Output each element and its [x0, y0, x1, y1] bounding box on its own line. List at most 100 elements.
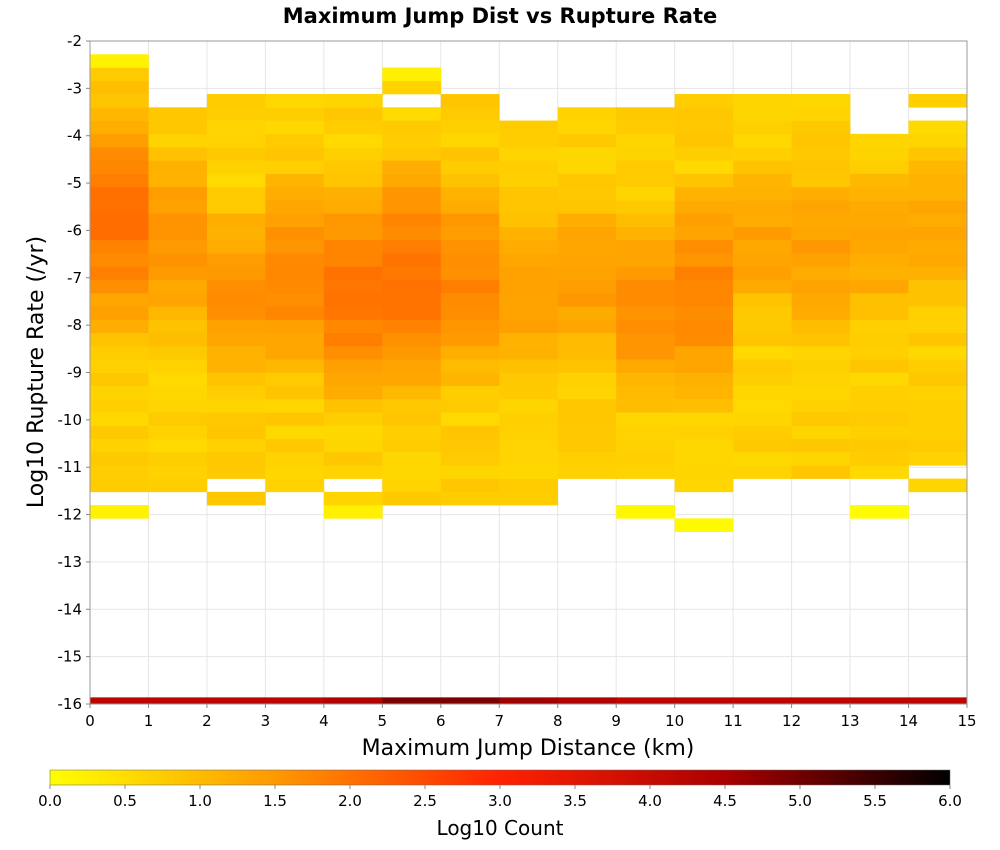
heatmap-cell — [791, 372, 851, 387]
colorbar — [49, 769, 951, 786]
heatmap-cell — [148, 239, 208, 254]
x-tick-label: 13 — [841, 712, 860, 730]
heatmap-cell — [791, 213, 851, 227]
heatmap-cell — [850, 412, 909, 426]
heatmap-cell — [206, 332, 266, 347]
heatmap-cell — [382, 478, 442, 493]
heatmap-cell — [733, 186, 792, 201]
heatmap-cell — [499, 160, 559, 174]
heatmap-cell — [440, 253, 500, 267]
heatmap-cell — [850, 505, 909, 519]
heatmap-cell — [440, 226, 500, 241]
heatmap-cell — [265, 319, 325, 334]
x-tick-label: 11 — [724, 712, 743, 730]
heatmap-cell — [616, 319, 675, 334]
heatmap-cell — [674, 478, 734, 493]
heatmap-cell — [674, 200, 734, 214]
heatmap-cell — [908, 226, 968, 241]
heatmap-cell — [440, 133, 500, 148]
heatmap-cell — [850, 332, 909, 347]
heatmap-cell — [791, 160, 851, 174]
heatmap-cell — [90, 120, 149, 135]
heatmap-cell — [265, 239, 325, 254]
heatmap-cell — [616, 239, 675, 254]
heatmap-cell — [148, 412, 208, 426]
heatmap-cell — [148, 253, 208, 267]
heatmap-cell — [90, 266, 149, 280]
heatmap-cell — [90, 253, 149, 267]
colorbar-tick-label: 4.5 — [713, 792, 737, 810]
heatmap-cell — [440, 465, 500, 479]
heatmap-cell — [908, 359, 968, 373]
heatmap-cell — [557, 399, 617, 413]
heatmap-cell — [90, 465, 149, 479]
heatmap-cell — [557, 345, 617, 360]
y-tick-label: -12 — [58, 506, 83, 524]
heatmap-cell — [733, 412, 792, 426]
heatmap-cell — [90, 292, 149, 307]
heatmap-cell — [206, 412, 266, 426]
heatmap-cell — [382, 332, 442, 347]
heatmap-cell — [850, 239, 909, 254]
heatmap-cell — [148, 465, 208, 479]
heatmap-cell — [265, 292, 325, 307]
heatmap-cell — [323, 465, 383, 479]
heatmap-cell — [440, 491, 500, 506]
heatmap-cell — [440, 319, 500, 334]
heatmap-cell — [499, 425, 559, 440]
heatmap-cell — [265, 478, 325, 493]
heatmap-cell — [791, 173, 851, 188]
heatmap-cell — [499, 385, 559, 400]
heatmap-cell — [440, 697, 500, 704]
colorbar-tick-label: 2.5 — [413, 792, 437, 810]
colorbar-tick-label: 3.0 — [488, 792, 512, 810]
heatmap-cell — [148, 200, 208, 214]
heatmap-cell — [791, 385, 851, 400]
heatmap-cell — [265, 465, 325, 479]
heatmap-cell — [148, 160, 208, 174]
heatmap-cell — [733, 438, 792, 453]
heatmap-cell — [323, 147, 383, 161]
y-tick-label: -13 — [58, 553, 83, 571]
heatmap-cell — [791, 120, 851, 135]
heatmap-cell — [382, 160, 442, 174]
heatmap-cell — [733, 345, 792, 360]
heatmap-cell — [557, 697, 617, 704]
heatmap-cell — [908, 253, 968, 267]
heatmap-cell — [440, 306, 500, 320]
heatmap-cell — [265, 147, 325, 161]
heatmap-cell — [440, 372, 500, 387]
heatmap-cell — [557, 385, 617, 400]
heatmap-cell — [148, 107, 208, 121]
heatmap-cell — [908, 478, 968, 493]
heatmap-cell — [733, 253, 792, 267]
heatmap-cell — [440, 213, 500, 227]
heatmap-cell — [733, 279, 792, 294]
heatmap-cell — [499, 332, 559, 347]
heatmap-cell — [323, 266, 383, 280]
heatmap-cell — [382, 147, 442, 161]
x-tick-label: 10 — [665, 712, 684, 730]
heatmap-cell — [323, 399, 383, 413]
heatmap-cell — [850, 253, 909, 267]
heatmap-cell — [440, 332, 500, 347]
heatmap-cell — [674, 160, 734, 174]
heatmap-cell — [791, 399, 851, 413]
heatmap-cell — [148, 385, 208, 400]
heatmap-cell — [733, 213, 792, 227]
heatmap-cell — [323, 452, 383, 466]
heatmap-cell — [206, 213, 266, 227]
heatmap-cell — [616, 292, 675, 307]
heatmap-cell — [148, 399, 208, 413]
heatmap-cell — [557, 279, 617, 294]
heatmap-cell — [323, 412, 383, 426]
heatmap-cell — [557, 438, 617, 453]
heatmap-cell — [850, 465, 909, 479]
heatmap-cell — [733, 107, 792, 121]
heatmap-cell — [557, 425, 617, 440]
heatmap-cell — [90, 697, 149, 704]
heatmap-cell — [323, 94, 383, 108]
heatmap-cell — [148, 186, 208, 201]
heatmap-cell — [616, 186, 675, 201]
